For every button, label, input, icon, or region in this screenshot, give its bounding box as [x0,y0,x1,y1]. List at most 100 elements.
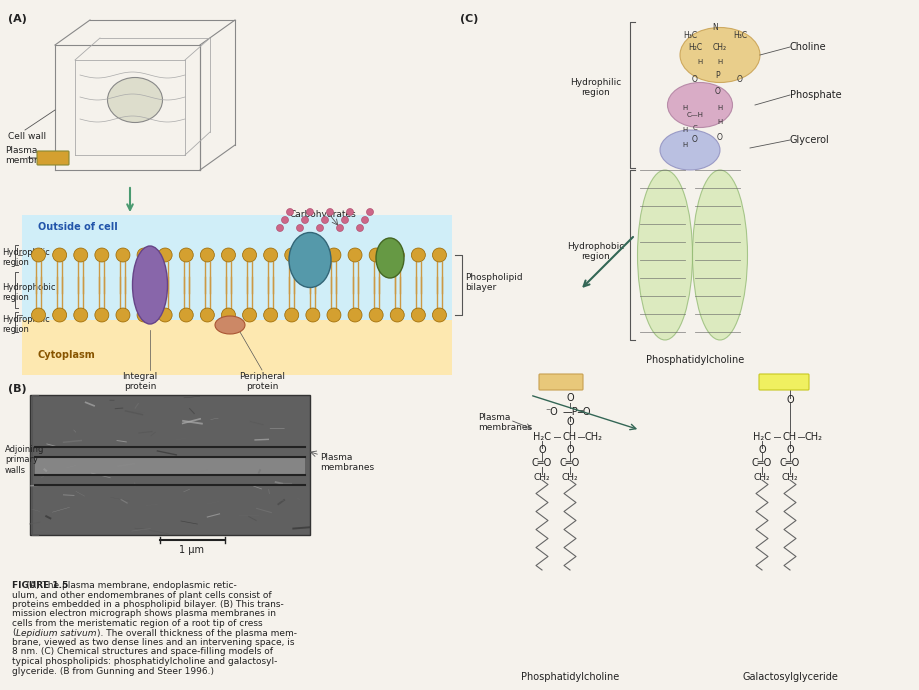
Text: CH: CH [562,432,576,442]
Circle shape [158,248,172,262]
Text: ulum, and other endomembranes of plant cells consist of: ulum, and other endomembranes of plant c… [12,591,271,600]
Text: O: O [565,393,573,403]
Circle shape [361,217,369,224]
Text: CH₂: CH₂ [712,43,726,52]
Circle shape [179,308,193,322]
Text: Phosphatidylcholine: Phosphatidylcholine [645,355,743,365]
FancyBboxPatch shape [35,457,305,475]
Circle shape [243,248,256,262]
Text: H: H [717,105,721,111]
Text: 8 nm. (C) Chemical structures and space-filling models of: 8 nm. (C) Chemical structures and space-… [12,647,273,656]
Circle shape [31,308,46,322]
Text: ⁻O: ⁻O [545,407,558,417]
Text: (A) The plasma membrane, endoplasmic retic-: (A) The plasma membrane, endoplasmic ret… [12,581,236,590]
Text: mission electron micrograph shows plasma membranes in: mission electron micrograph shows plasma… [12,609,276,618]
Text: C═O: C═O [751,458,771,468]
Circle shape [336,224,343,232]
Circle shape [390,248,403,262]
Text: H: H [717,119,721,125]
Circle shape [347,248,362,262]
Text: CH₂: CH₂ [562,473,578,482]
Text: Hydrophilic
region: Hydrophilic region [2,248,50,268]
Ellipse shape [659,130,720,170]
Circle shape [296,224,303,232]
Text: H₂C: H₂C [687,43,701,52]
Text: Hydrophilic
region: Hydrophilic region [2,315,50,335]
Text: H₂C: H₂C [752,432,770,442]
Text: C═O: C═O [779,458,800,468]
Text: Hydrophilic
region: Hydrophilic region [570,78,621,97]
Text: C═O: C═O [531,458,551,468]
Text: Galactosylglyceride: Galactosylglyceride [742,672,837,682]
Text: (C): (C) [460,14,478,24]
Text: ═O: ═O [576,407,590,417]
Text: O: O [716,133,722,143]
Circle shape [277,224,283,232]
Ellipse shape [108,77,163,123]
Text: 1 μm: 1 μm [179,545,204,555]
Circle shape [74,308,87,322]
Circle shape [137,248,151,262]
Circle shape [264,308,278,322]
Ellipse shape [376,238,403,278]
Text: O: O [565,417,573,427]
Text: O: O [786,395,793,405]
Circle shape [346,208,353,215]
Circle shape [366,208,373,215]
FancyBboxPatch shape [758,374,808,390]
Text: Hydrophobic
region: Hydrophobic region [567,242,624,262]
Text: O: O [714,88,720,97]
Circle shape [158,308,172,322]
Circle shape [326,208,334,215]
Text: O: O [691,75,698,84]
Circle shape [369,248,382,262]
Ellipse shape [667,83,732,128]
Text: O: O [757,445,765,455]
Circle shape [74,248,87,262]
Text: H₃C: H₃C [682,30,697,39]
Circle shape [390,308,403,322]
Text: H: H [717,59,721,65]
Ellipse shape [637,170,692,340]
Text: H₃C: H₃C [732,30,746,39]
Text: CH₂: CH₂ [584,432,602,442]
Circle shape [321,217,328,224]
Text: (B): (B) [8,384,27,394]
Text: Cell wall: Cell wall [8,132,46,141]
Circle shape [221,248,235,262]
Circle shape [221,308,235,322]
Circle shape [305,308,320,322]
Circle shape [95,308,108,322]
Circle shape [285,248,299,262]
Text: H₂C: H₂C [532,432,550,442]
Circle shape [432,248,446,262]
Circle shape [285,308,299,322]
Text: O: O [786,445,793,455]
Text: Outside of cell: Outside of cell [38,222,118,232]
Text: Phospholipid
bilayer: Phospholipid bilayer [464,273,522,293]
Circle shape [286,208,293,215]
Text: N: N [711,23,717,32]
Circle shape [200,248,214,262]
Text: cells from the meristematic region of a root tip of cress: cells from the meristematic region of a … [12,619,262,628]
Circle shape [411,308,425,322]
FancyBboxPatch shape [22,320,451,375]
Text: proteins embedded in a phospholipid bilayer. (B) This trans-: proteins embedded in a phospholipid bila… [12,600,283,609]
Text: H: H [682,127,686,133]
FancyBboxPatch shape [539,374,583,390]
Circle shape [305,248,320,262]
Text: Glycerol: Glycerol [789,135,829,145]
Circle shape [432,308,446,322]
Text: (A): (A) [8,14,27,24]
Text: —P: —P [562,407,577,417]
Circle shape [281,217,289,224]
Text: Plasma
membranes: Plasma membranes [320,453,374,473]
Text: glyceride. (B from Gunning and Steer 1996.): glyceride. (B from Gunning and Steer 199… [12,667,214,676]
Text: H: H [682,105,686,111]
Circle shape [116,248,130,262]
Text: H: H [697,59,702,65]
Text: CH₂: CH₂ [533,473,550,482]
Circle shape [306,208,313,215]
Ellipse shape [679,28,759,83]
Text: (: ( [12,629,16,638]
